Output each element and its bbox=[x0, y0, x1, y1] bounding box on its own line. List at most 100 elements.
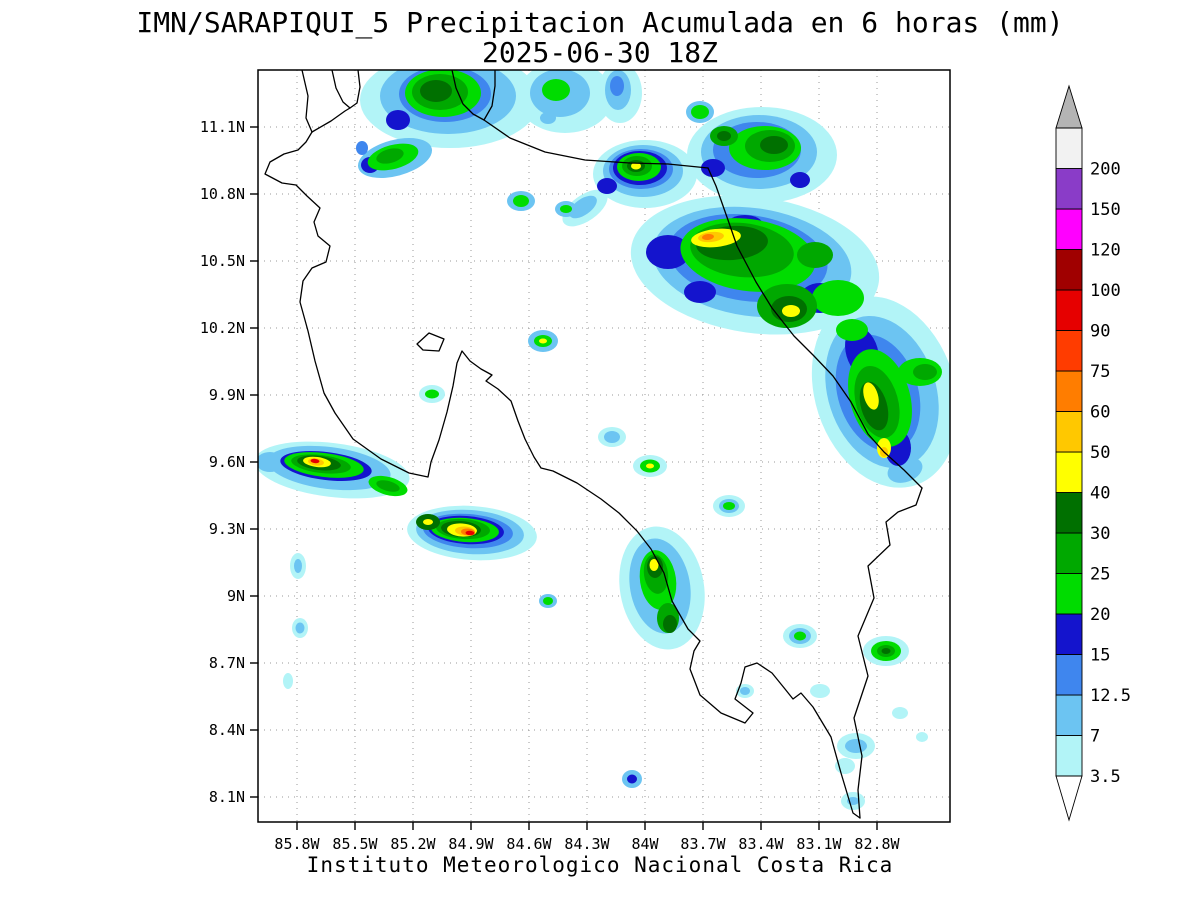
lat-tick-label: 8.1N bbox=[209, 788, 245, 806]
colorbar: 3.5 7 12.5 15 20 25 30 40 50 60 75 90 100 120 150 200 bbox=[1055, 84, 1131, 822]
precip-cell bbox=[810, 684, 830, 698]
coastline-path bbox=[853, 487, 923, 819]
coastline-path bbox=[451, 70, 496, 121]
precipitation-field bbox=[258, 70, 950, 810]
colorbar-label: 100 bbox=[1090, 281, 1121, 301]
colorbar-label: 3.5 bbox=[1090, 767, 1121, 787]
lon-tick-label: 83.7W bbox=[680, 835, 726, 853]
lon-tick-label: 85.8W bbox=[274, 835, 320, 853]
colorbar-label: 20 bbox=[1090, 605, 1110, 625]
coastline-path bbox=[707, 167, 923, 489]
lon-axis: 85.8W 85.5W 85.2W 84.9W 84.6W 84.3W 84W 83.7W 83… bbox=[274, 822, 901, 853]
lon-tick-label: 84W bbox=[631, 835, 659, 853]
map-coastline bbox=[264, 70, 923, 819]
precip-cell bbox=[782, 305, 800, 317]
precip-cell bbox=[465, 530, 475, 536]
precip-cell bbox=[513, 195, 529, 207]
colorbar-segment bbox=[1055, 370, 1083, 412]
precip-cell bbox=[797, 242, 833, 268]
precip-cell bbox=[717, 131, 731, 141]
lon-tick-label: 85.5W bbox=[332, 835, 378, 853]
precip-cell bbox=[604, 431, 620, 443]
precip-cell bbox=[812, 280, 864, 316]
precip-cell bbox=[760, 136, 788, 154]
precip-cell bbox=[376, 480, 400, 492]
lon-tick-label: 84.9W bbox=[448, 835, 494, 853]
lat-tick-label: 9.3N bbox=[209, 520, 245, 538]
colorbar-arrow-bottom bbox=[1055, 775, 1083, 822]
precip-cell bbox=[540, 112, 556, 124]
lon-tick-label: 84.3W bbox=[564, 835, 610, 853]
colorbar-label: 60 bbox=[1090, 403, 1110, 423]
colorbar-label: 150 bbox=[1090, 200, 1121, 220]
colorbar-segment bbox=[1055, 289, 1083, 331]
precip-cell bbox=[836, 319, 868, 341]
lat-tick-label: 9.6N bbox=[209, 453, 245, 471]
precip-cell bbox=[790, 172, 810, 188]
colorbar-label: 120 bbox=[1090, 241, 1121, 261]
lat-tick-label: 9N bbox=[227, 587, 245, 605]
precip-cell bbox=[646, 463, 654, 469]
chart-title: IMN/SARAPIQUI_5 Precipitacion Acumulada … bbox=[136, 6, 1063, 40]
colorbar-segment bbox=[1055, 613, 1083, 655]
precip-cell bbox=[794, 631, 806, 641]
lat-tick-label: 10.5N bbox=[200, 252, 245, 270]
precip-cell bbox=[425, 389, 439, 399]
coastline-path bbox=[483, 119, 709, 169]
lon-tick-label: 84.6W bbox=[506, 835, 552, 853]
colorbar-segment bbox=[1055, 330, 1083, 372]
precip-cell bbox=[881, 648, 891, 654]
colorbar-segment bbox=[1055, 694, 1083, 736]
precip-cell bbox=[702, 233, 714, 241]
precip-cell bbox=[913, 364, 937, 380]
coastline-path bbox=[301, 70, 313, 133]
colorbar-segment bbox=[1055, 411, 1083, 453]
colorbar-label: 40 bbox=[1090, 484, 1110, 504]
lat-tick-label: 10.8N bbox=[200, 185, 245, 203]
precip-cell bbox=[631, 162, 641, 170]
precip-cell bbox=[539, 338, 547, 344]
precip-cell bbox=[258, 452, 284, 472]
precip-cell bbox=[892, 707, 908, 719]
precip-cell bbox=[610, 76, 624, 96]
precip-cell bbox=[569, 195, 597, 219]
precip-cell bbox=[663, 615, 677, 633]
precip-cell bbox=[283, 673, 293, 689]
precip-cell bbox=[423, 519, 433, 525]
precip-cell bbox=[649, 559, 659, 571]
colorbar-segment bbox=[1055, 127, 1083, 169]
coastline-path bbox=[264, 131, 861, 819]
colorbar-label: 30 bbox=[1090, 524, 1110, 544]
precip-cell bbox=[543, 597, 553, 605]
colorbar-segment bbox=[1055, 168, 1083, 210]
chart-subtitle: 2025-06-30 18Z bbox=[482, 36, 718, 69]
lat-tick-label: 8.4N bbox=[209, 721, 245, 739]
coastline-path bbox=[416, 332, 445, 352]
lat-tick-label: 8.7N bbox=[209, 654, 245, 672]
precip-cell bbox=[916, 732, 928, 742]
colorbar-label: 12.5 bbox=[1090, 686, 1131, 706]
coastline-path bbox=[311, 107, 351, 133]
precip-cell bbox=[740, 687, 750, 695]
colorbar-label: 7 bbox=[1090, 727, 1100, 747]
lon-tick-label: 85.2W bbox=[390, 835, 436, 853]
lat-tick-label: 10.2N bbox=[200, 319, 245, 337]
map-frame bbox=[257, 69, 951, 823]
colorbar-label: 50 bbox=[1090, 443, 1110, 463]
lat-axis: 11.1N 10.8N 10.5N 10.2N 9.9N 9.6N 9.3N 9N 8.7N 8.… bbox=[200, 118, 258, 806]
colorbar-label: 15 bbox=[1090, 646, 1110, 666]
precip-cell bbox=[356, 141, 368, 155]
figure-caption: Instituto Meteorologico Nacional Costa R… bbox=[307, 853, 894, 877]
lat-tick-label: 9.9N bbox=[209, 386, 245, 404]
colorbar-label: 75 bbox=[1090, 362, 1110, 382]
precip-cell bbox=[627, 774, 637, 784]
precip-cell bbox=[597, 178, 617, 194]
colorbar-label: 90 bbox=[1090, 322, 1110, 342]
colorbar-arrow-top bbox=[1055, 84, 1083, 129]
precip-cell bbox=[386, 110, 410, 130]
precip-cell bbox=[845, 739, 867, 753]
precip-cell bbox=[723, 502, 735, 510]
colorbar-segment bbox=[1055, 654, 1083, 696]
